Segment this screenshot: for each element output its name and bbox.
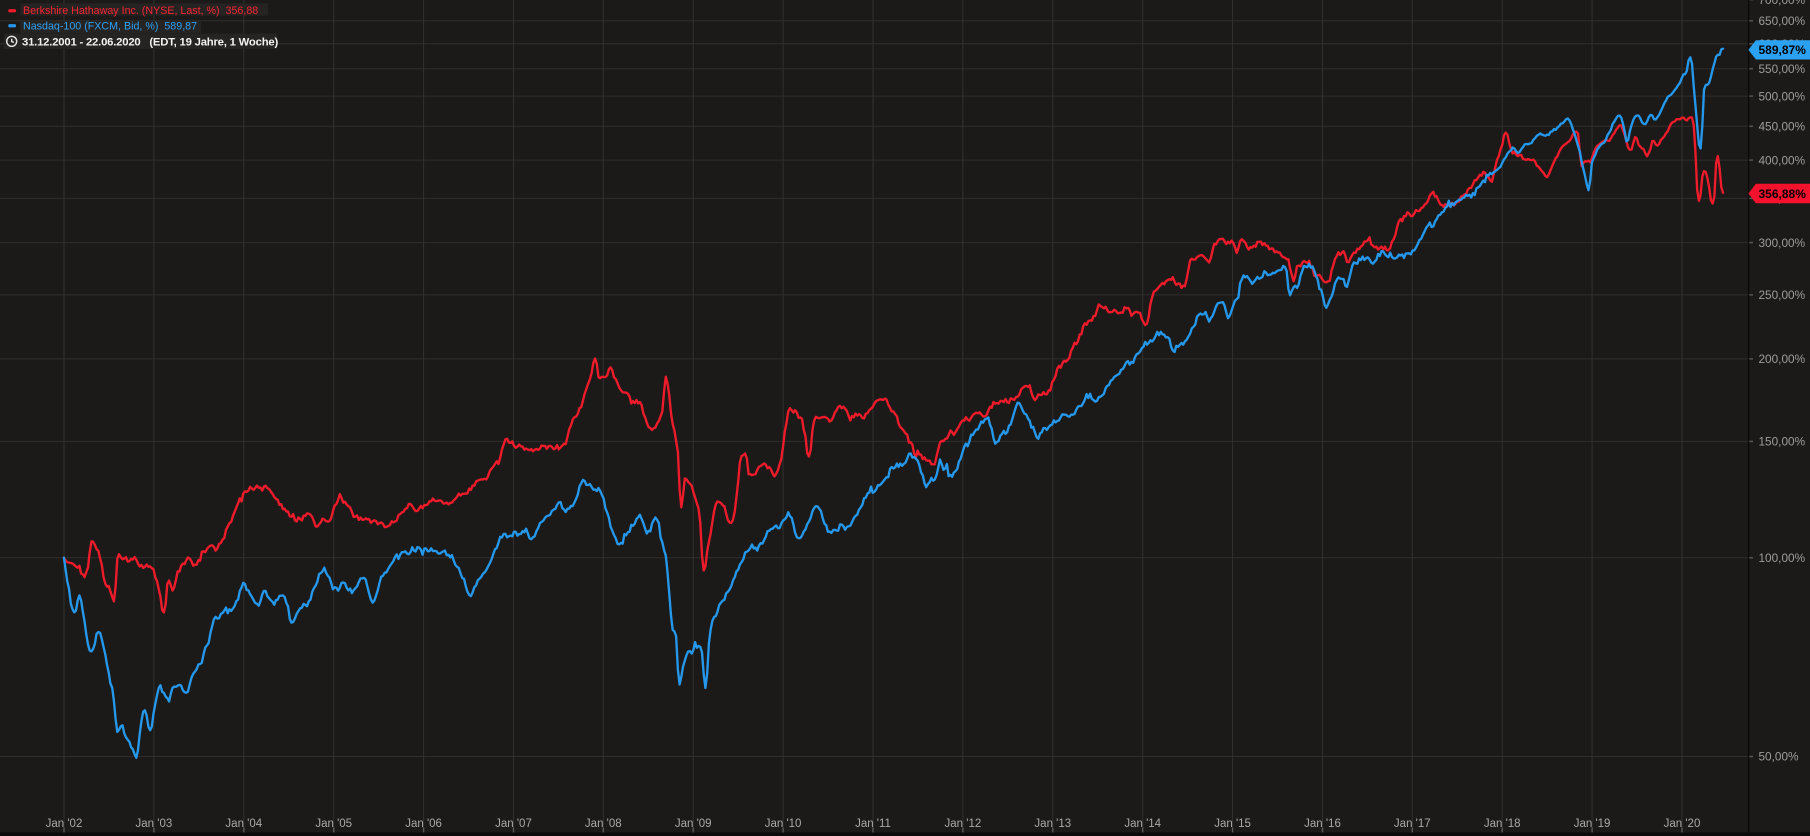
svg-text:200,00%: 200,00% bbox=[1759, 352, 1806, 366]
svg-text:250,00%: 250,00% bbox=[1759, 288, 1806, 302]
svg-text:50,00%: 50,00% bbox=[1759, 750, 1800, 764]
svg-text:Jan '06: Jan '06 bbox=[405, 818, 442, 830]
svg-text:700,00%: 700,00% bbox=[1759, 0, 1806, 7]
svg-text:300,00%: 300,00% bbox=[1759, 236, 1806, 250]
svg-text:Jan '09: Jan '09 bbox=[675, 818, 712, 830]
svg-text:Jan '10: Jan '10 bbox=[765, 818, 802, 830]
svg-text:150,00%: 150,00% bbox=[1759, 435, 1806, 449]
svg-text:Nasdaq-100 (FXCM, Bid, %) 589: Nasdaq-100 (FXCM, Bid, %) 589,87 bbox=[23, 20, 197, 32]
svg-text:650,00%: 650,00% bbox=[1759, 14, 1806, 28]
svg-text:356,88%: 356,88% bbox=[1759, 187, 1807, 201]
svg-text:Jan '04: Jan '04 bbox=[225, 818, 262, 830]
svg-text:Jan '05: Jan '05 bbox=[315, 818, 352, 830]
svg-text:Jan '03: Jan '03 bbox=[136, 818, 173, 830]
svg-text:100,00%: 100,00% bbox=[1759, 551, 1806, 565]
svg-text:Jan '08: Jan '08 bbox=[585, 818, 622, 830]
svg-text:Jan '11: Jan '11 bbox=[855, 818, 891, 830]
svg-text:31.12.2001 - 22.06.2020 (EDT: 31.12.2001 - 22.06.2020 (EDT, 19 Jahre, … bbox=[22, 37, 278, 49]
svg-text:Jan '17: Jan '17 bbox=[1394, 818, 1431, 830]
svg-text:Jan '07: Jan '07 bbox=[495, 818, 532, 830]
svg-text:Jan '19: Jan '19 bbox=[1574, 818, 1611, 830]
svg-text:450,00%: 450,00% bbox=[1759, 120, 1806, 134]
svg-text:Jan '16: Jan '16 bbox=[1304, 818, 1341, 830]
svg-text:400,00%: 400,00% bbox=[1759, 153, 1806, 167]
svg-text:Jan '02: Jan '02 bbox=[46, 818, 83, 830]
svg-text:Jan '14: Jan '14 bbox=[1124, 818, 1161, 830]
svg-text:Jan '18: Jan '18 bbox=[1484, 818, 1521, 830]
svg-text:Jan '12: Jan '12 bbox=[945, 818, 982, 830]
svg-text:Berkshire Hathaway Inc. (NYSE,: Berkshire Hathaway Inc. (NYSE, Last, %) … bbox=[23, 5, 258, 17]
svg-text:550,00%: 550,00% bbox=[1759, 62, 1806, 76]
svg-text:Jan '15: Jan '15 bbox=[1214, 818, 1251, 830]
svg-text:Jan '13: Jan '13 bbox=[1034, 818, 1071, 830]
svg-text:500,00%: 500,00% bbox=[1759, 89, 1806, 103]
svg-text:Jan '20: Jan '20 bbox=[1664, 818, 1701, 830]
svg-text:589,87%: 589,87% bbox=[1759, 43, 1807, 57]
